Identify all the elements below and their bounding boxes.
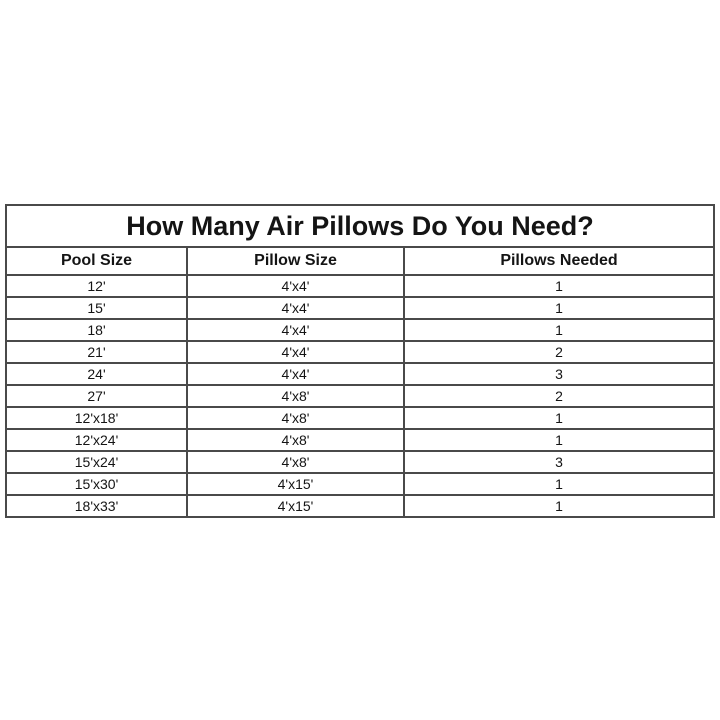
pool-size-cell: 18'	[5, 318, 188, 342]
table-row: 24' 4'x4' 3	[5, 362, 716, 386]
pillows-needed-cell: 1	[402, 296, 716, 320]
pillows-needed-cell: 1	[402, 274, 716, 298]
table-row: 21' 4'x4' 2	[5, 340, 716, 364]
header-row: Pool Size Pillow Size Pillows Needed	[5, 246, 716, 276]
pillow-size-cell: 4'x8'	[186, 450, 405, 474]
air-pillows-table: How Many Air Pillows Do You Need? Pool S…	[4, 204, 716, 518]
pillows-needed-cell: 1	[402, 318, 716, 342]
table-row: 12' 4'x4' 1	[5, 274, 716, 298]
pillow-size-cell: 4'x8'	[186, 406, 405, 430]
table-row: 15'x24' 4'x8' 3	[5, 450, 716, 474]
pool-size-cell: 24'	[5, 362, 188, 386]
pool-size-cell: 15'x24'	[5, 450, 188, 474]
pillow-size-cell: 4'x4'	[186, 296, 405, 320]
title-row: How Many Air Pillows Do You Need?	[4, 204, 716, 248]
pillows-needed-cell: 1	[402, 428, 716, 452]
pillow-size-cell: 4'x8'	[186, 428, 405, 452]
pillow-size-cell: 4'x15'	[186, 494, 405, 518]
pillow-size-cell: 4'x4'	[186, 318, 405, 342]
table-row: 18'x33' 4'x15' 1	[5, 494, 716, 518]
table-row: 27' 4'x8' 2	[5, 384, 716, 408]
pool-size-cell: 12'x18'	[5, 406, 188, 430]
pillow-size-cell: 4'x4'	[186, 340, 405, 364]
pillows-needed-cell: 2	[402, 340, 716, 364]
pillow-size-cell: 4'x4'	[186, 362, 405, 386]
pool-size-cell: 21'	[5, 340, 188, 364]
pillows-needed-cell: 3	[402, 450, 716, 474]
pillows-needed-cell: 1	[402, 472, 716, 496]
table-row: 15'x30' 4'x15' 1	[5, 472, 716, 496]
column-header-pillow-size: Pillow Size	[186, 246, 405, 276]
pool-size-cell: 18'x33'	[5, 494, 188, 518]
pillows-needed-cell: 2	[402, 384, 716, 408]
table-row: 18' 4'x4' 1	[5, 318, 716, 342]
pillows-needed-cell: 3	[402, 362, 716, 386]
pillows-needed-cell: 1	[402, 494, 716, 518]
pool-size-cell: 15'	[5, 296, 188, 320]
pool-size-cell: 12'x24'	[5, 428, 188, 452]
table-row: 12'x24' 4'x8' 1	[5, 428, 716, 452]
pillow-size-cell: 4'x4'	[186, 274, 405, 298]
pillows-needed-cell: 1	[402, 406, 716, 430]
pool-size-cell: 27'	[5, 384, 188, 408]
column-header-pool-size: Pool Size	[5, 246, 188, 276]
table-body: 12' 4'x4' 1 15' 4'x4' 1 18' 4'x4' 1 21' 4'x4' 2 24' 4…	[5, 274, 716, 518]
table-row: 15' 4'x4' 1	[5, 296, 716, 320]
table-row: 12'x18' 4'x8' 1	[5, 406, 716, 430]
column-header-pillows-needed: Pillows Needed	[402, 246, 716, 276]
pillow-size-cell: 4'x15'	[186, 472, 405, 496]
pool-size-cell: 15'x30'	[5, 472, 188, 496]
pool-size-cell: 12'	[5, 274, 188, 298]
table-title: How Many Air Pillows Do You Need?	[4, 204, 716, 248]
pillow-size-cell: 4'x8'	[186, 384, 405, 408]
